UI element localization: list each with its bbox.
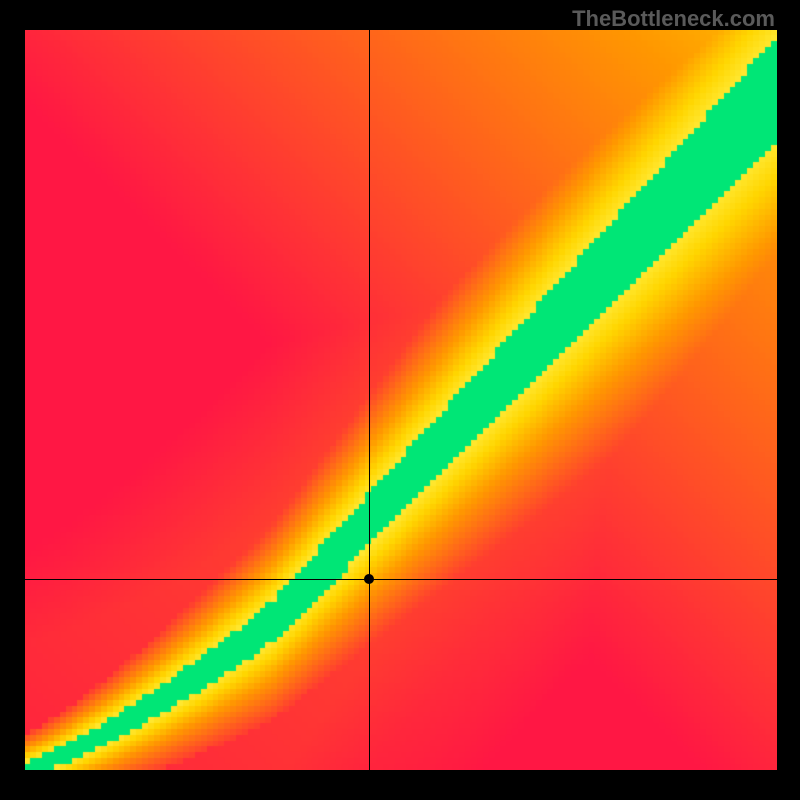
crosshair-marker	[364, 574, 374, 584]
heatmap-plot	[25, 30, 777, 770]
heatmap-canvas	[25, 30, 777, 770]
crosshair-horizontal	[25, 579, 777, 580]
crosshair-vertical	[369, 30, 370, 770]
watermark-text: TheBottleneck.com	[572, 6, 775, 32]
